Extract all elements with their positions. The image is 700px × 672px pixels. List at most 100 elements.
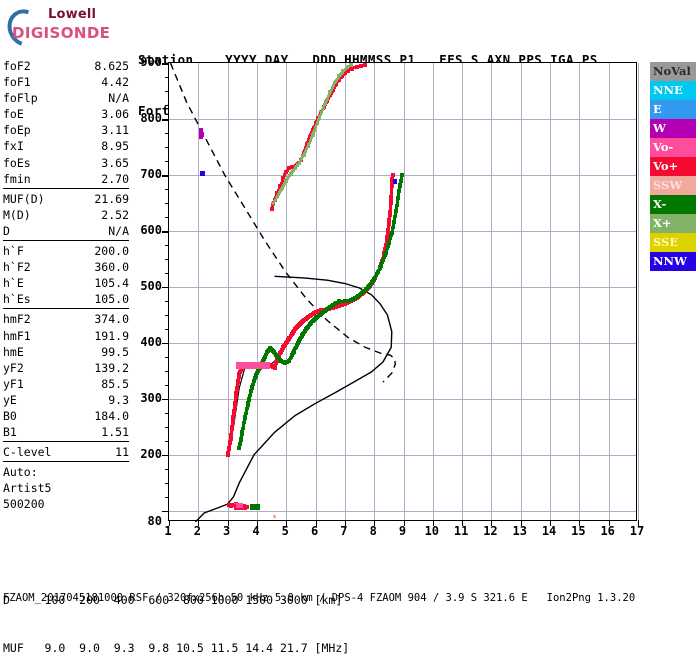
trace-x-dense: [243, 416, 247, 421]
x-tick: [608, 520, 610, 526]
trace-multihop-x-dense: [309, 137, 313, 141]
x-axis-label: 14: [541, 524, 557, 538]
y-tick-minor: [165, 188, 169, 191]
trace-multihop-x-dense: [308, 141, 311, 145]
x-axis-label: 9: [398, 524, 407, 538]
param-row: foF2 8.625: [3, 58, 129, 74]
param-row: MUF(D) 21.69: [3, 191, 129, 207]
y-tick-minor: [165, 104, 169, 107]
param-value: 360.0: [94, 260, 129, 275]
x-axis-label: 11: [453, 524, 469, 538]
param-value: 8.625: [94, 59, 129, 73]
param-value: 200.0: [94, 244, 129, 259]
x-tick: [227, 520, 229, 526]
legend-item-ssw[interactable]: SSW: [650, 176, 696, 195]
param-value: 191.9: [94, 328, 129, 343]
y-axis-label: 600: [140, 222, 162, 237]
x-axis-label: 2: [193, 524, 201, 538]
x-axis-label: 17: [629, 524, 645, 538]
trace-x-dense: [239, 436, 243, 441]
trace-multihop-x-dense: [319, 112, 323, 115]
legend-item-vo-[interactable]: Vo+: [650, 157, 696, 176]
x-tick: [462, 520, 464, 526]
legend-item-x-[interactable]: X-: [650, 195, 696, 214]
param-key: h`F2: [3, 260, 31, 275]
param-row: foFlp N/A: [3, 90, 129, 106]
y-gridline: [169, 510, 636, 512]
x-tick: [286, 520, 288, 526]
param-key: foEs: [3, 155, 31, 170]
y-axis-label: 300: [140, 390, 162, 405]
y-tick-major: [162, 398, 169, 401]
trace-x-dense: [393, 214, 397, 219]
param-row: fmin 2.70: [3, 171, 129, 187]
y-tick-minor: [165, 300, 169, 303]
param-key: foFlp: [3, 91, 38, 106]
trace-x-dense: [390, 231, 394, 235]
trace-x-dense: [384, 251, 388, 256]
x-axis-label: 13: [512, 524, 527, 538]
y-gridline: [169, 454, 636, 456]
trace-o-dense: [387, 222, 391, 226]
param-value: 4.42: [101, 75, 129, 90]
param-divider: [3, 308, 129, 310]
y-tick-minor: [165, 356, 169, 359]
x-gridline: [491, 63, 493, 520]
param-key: foEp: [3, 123, 31, 138]
trace-multihop-x-dense: [310, 134, 314, 138]
trace-multihop-x-dense: [306, 144, 310, 148]
trace-o-dense: [388, 205, 393, 209]
legend-item-noval[interactable]: NoVal: [650, 62, 696, 81]
legend-item-nne[interactable]: NNE: [650, 81, 696, 100]
trace-multihop-x-dense: [312, 129, 316, 132]
y-tick-minor: [165, 468, 169, 471]
x-tick: [520, 520, 522, 526]
param-key: fxI: [3, 139, 24, 154]
trace-multihop-x-dense: [311, 133, 314, 136]
e-layer-slab: [250, 504, 261, 511]
trace-x-dense: [386, 244, 390, 248]
trace-o-dense: [386, 224, 391, 228]
x-axis-label: 4: [252, 524, 260, 538]
trace-x-dense: [398, 184, 402, 189]
trace-x-dense: [398, 182, 402, 187]
legend-item-nnw[interactable]: NNW: [650, 252, 696, 271]
param-divider: [3, 441, 129, 443]
lowell-digisonde-logo: Lowell DIGISONDE: [1, 3, 118, 53]
ionogram-plot[interactable]: [162, 62, 639, 526]
trace-x-dense: [399, 179, 403, 183]
legend-item-x-[interactable]: X+: [650, 214, 696, 233]
x-tick: [432, 520, 434, 526]
logo-digisonde-text: DIGISONDE: [12, 24, 111, 42]
x-gridline: [315, 63, 317, 520]
legend-item-sse[interactable]: SSE: [650, 233, 696, 252]
legend-item-e[interactable]: E: [650, 100, 696, 119]
param-key: C-level: [3, 445, 52, 460]
trace-o-dense: [389, 186, 394, 190]
x-gridline: [462, 63, 464, 520]
trace-x-dense: [237, 444, 242, 448]
trace-multihop-x-dense: [315, 123, 318, 127]
y-axis-label: 800: [140, 110, 162, 125]
y-tick-minor: [165, 328, 169, 331]
legend-item-vo-[interactable]: Vo-: [650, 138, 696, 157]
param-value: N/A: [108, 91, 129, 106]
trace-o-dense: [383, 249, 387, 253]
y-tick-major: [162, 118, 169, 121]
trace-x-dense: [397, 186, 402, 191]
trace-x-dense: [242, 420, 246, 425]
y-tick-minor: [165, 244, 169, 247]
trace-multihop-x-dense: [317, 117, 320, 121]
param-key: fmin: [3, 171, 31, 186]
source-file-info: FZAOM_2017045181000.RSF / 320fx256h 50 k…: [3, 592, 636, 604]
x-axis-label: 10: [424, 524, 440, 538]
trace-multihop-x-dense: [311, 131, 315, 135]
param-key: h`E: [3, 276, 24, 291]
y-gridline: [169, 398, 636, 400]
x-axis-label: 3: [223, 524, 231, 538]
x-gridline: [608, 63, 610, 520]
trace-o-dense: [388, 211, 392, 216]
trace-x-dense: [240, 430, 245, 435]
param-footer-line: 500200: [3, 497, 45, 512]
legend-item-w[interactable]: W: [650, 119, 696, 138]
